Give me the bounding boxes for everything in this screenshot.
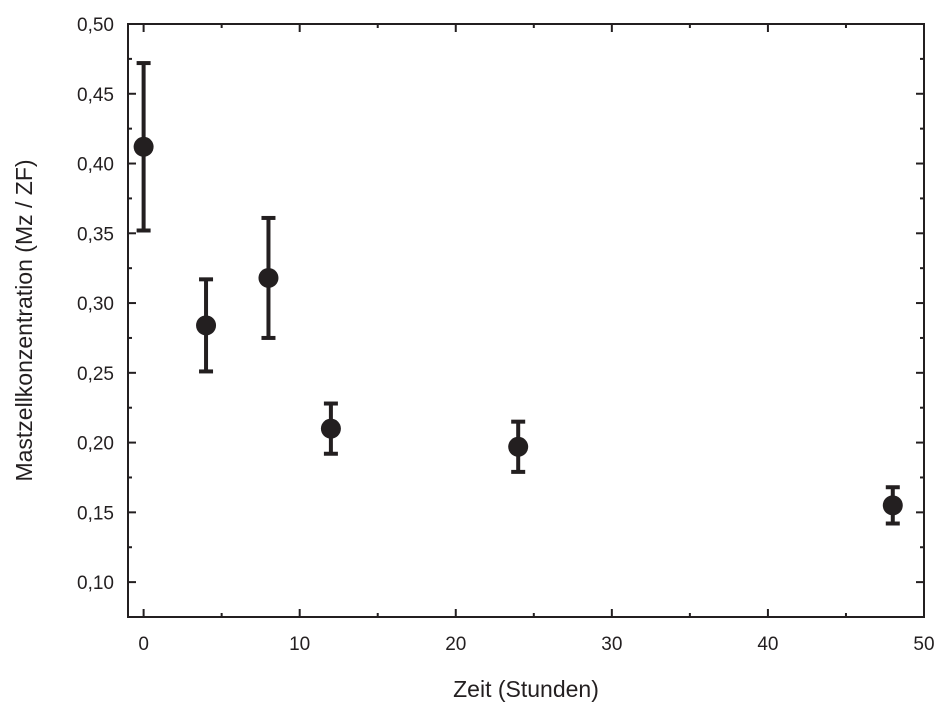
data-point bbox=[258, 267, 279, 288]
y-tick-label: 0,45 bbox=[77, 85, 114, 106]
x-tick-label: 30 bbox=[601, 634, 622, 655]
y-tick-label: 0,50 bbox=[77, 15, 114, 36]
y-tick-label: 0,20 bbox=[77, 434, 114, 455]
data-point bbox=[882, 495, 903, 516]
x-tick-label: 0 bbox=[138, 634, 149, 655]
y-axis-title: Mastzellkonzentration (Mz / ZF) bbox=[11, 159, 37, 481]
x-tick-label: 50 bbox=[913, 634, 934, 655]
y-tick-label: 0,15 bbox=[77, 503, 114, 524]
x-tick-label: 40 bbox=[757, 634, 778, 655]
y-tick-label: 0,35 bbox=[77, 224, 114, 245]
data-point bbox=[508, 436, 529, 457]
y-tick-label: 0,10 bbox=[77, 573, 114, 594]
x-tick-label: 20 bbox=[445, 634, 466, 655]
x-axis-title: Zeit (Stunden) bbox=[453, 676, 599, 702]
plot-area bbox=[127, 23, 925, 618]
y-axis: 0,10 0,15 0,20 0,25 0,30 0,35 0,40 0,45 0,50 bbox=[77, 15, 924, 594]
data-point bbox=[320, 418, 341, 439]
x-axis: 0 10 20 30 40 50 bbox=[138, 24, 935, 655]
y-tick-label: 0,25 bbox=[77, 364, 114, 385]
data-point bbox=[133, 136, 154, 157]
data-series bbox=[133, 61, 903, 526]
x-tick-label: 10 bbox=[289, 634, 310, 655]
data-point bbox=[196, 315, 217, 336]
y-tick-label: 0,30 bbox=[77, 294, 114, 315]
y-tick-label: 0,40 bbox=[77, 155, 114, 176]
